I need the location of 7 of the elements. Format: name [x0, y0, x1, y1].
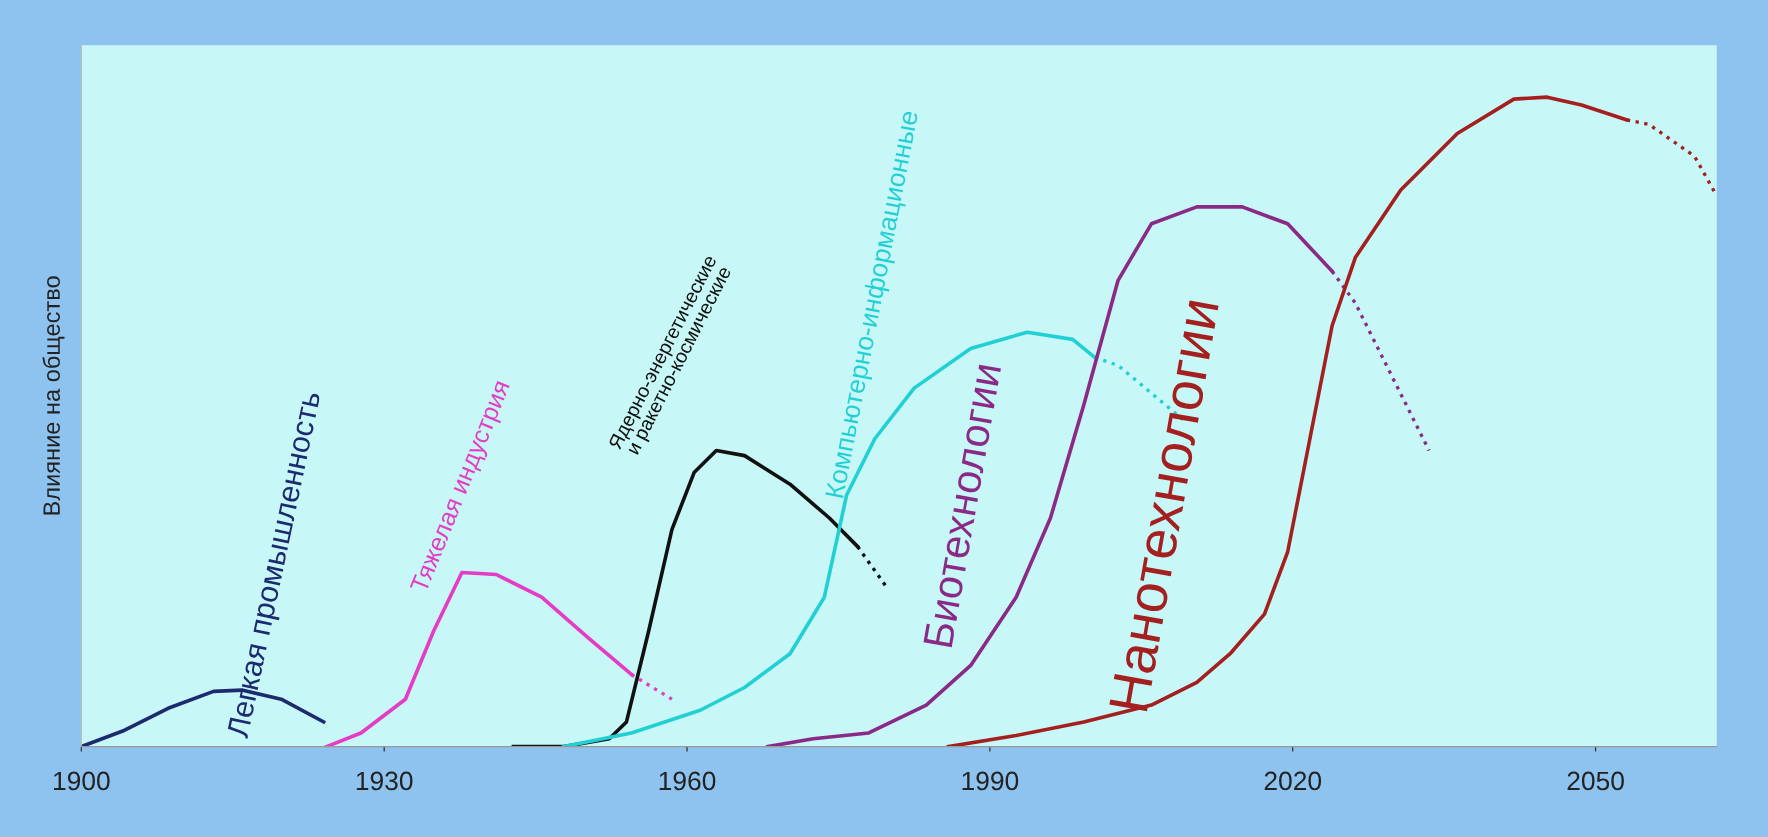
x-tick-label: 1960 — [659, 771, 716, 791]
y-axis-title: Влияние на общество — [42, 276, 65, 515]
x-tick-label: 2050 — [1567, 771, 1624, 791]
x-tick-label: 1900 — [53, 771, 110, 791]
x-tick-label: 1930 — [356, 771, 413, 791]
x-tick-label: 1990 — [962, 771, 1019, 791]
x-tick-label: 2020 — [1264, 771, 1322, 791]
